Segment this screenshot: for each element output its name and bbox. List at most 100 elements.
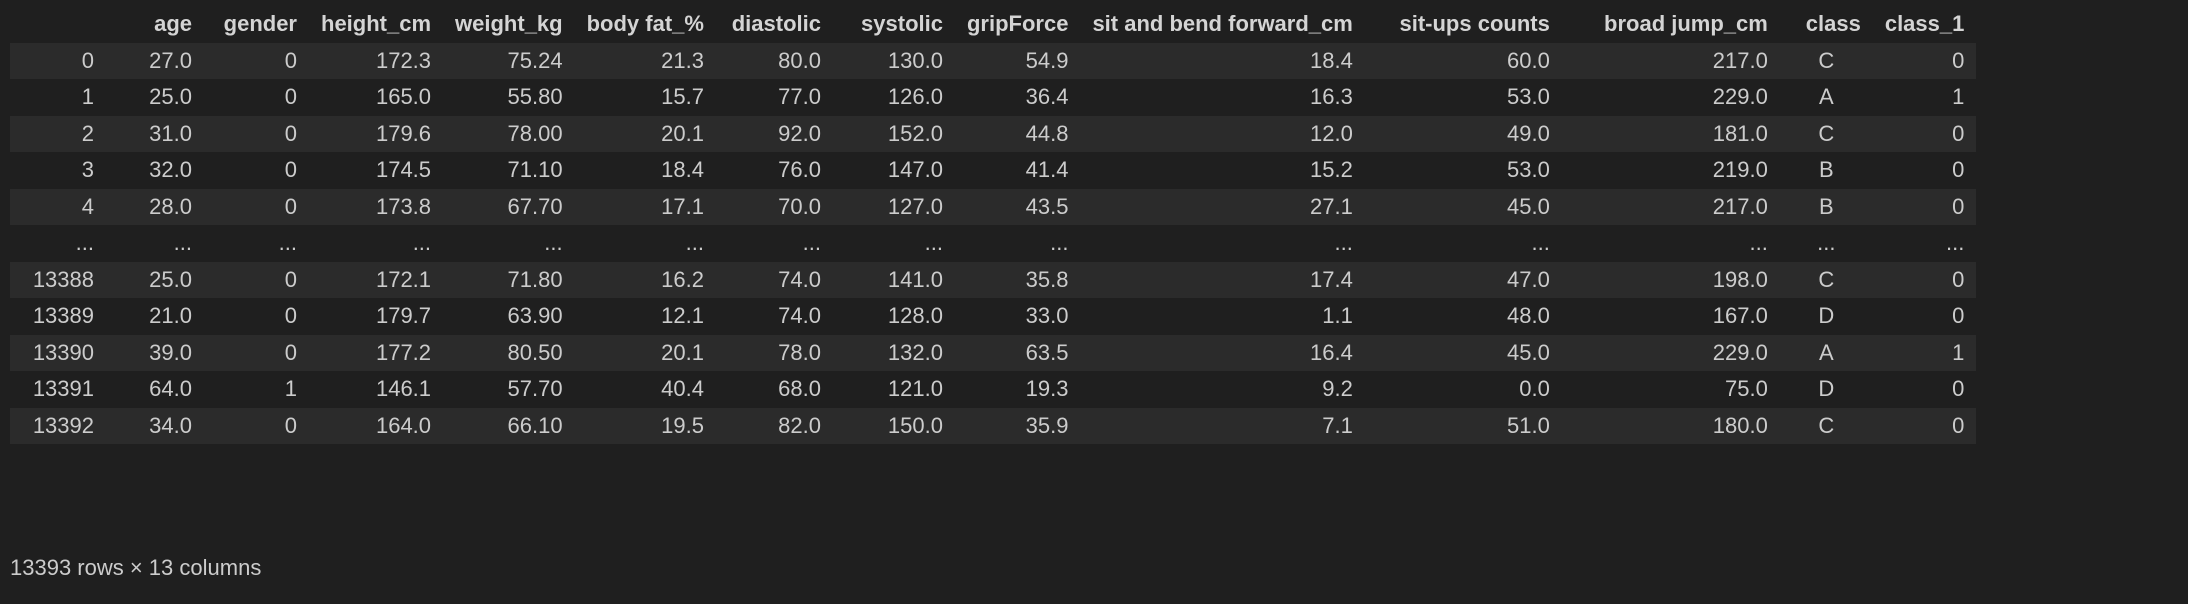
index-header <box>10 6 106 43</box>
table-cell: 147.0 <box>887 157 943 183</box>
table-cell: 60.0 <box>1507 47 1550 73</box>
table-cell: 0 <box>284 193 297 219</box>
table-cell: 66.10 <box>507 412 563 438</box>
column-header: diastolic <box>731 11 821 37</box>
table-cell: 64.0 <box>149 376 192 402</box>
table-cell: 0 <box>1952 193 1965 219</box>
table-cell: 25.0 <box>149 84 192 110</box>
row-index: 13391 <box>32 376 94 402</box>
table-row: 13390 39.0 0 177.2 80.50 20.1 78.0 132.0 63.5 16.… <box>10 334 1977 371</box>
table-cell: 35.9 <box>1025 412 1069 438</box>
table-cell: 44.8 <box>1025 120 1069 146</box>
row-index: 13390 <box>32 339 94 365</box>
table-cell: 0 <box>284 84 297 110</box>
table-cell: 0 <box>1952 303 1965 329</box>
table-cell: 0 <box>1952 412 1965 438</box>
table-cell: ... <box>1946 230 1965 256</box>
table-cell: 49.0 <box>1507 120 1550 146</box>
table-cell: 217.0 <box>1712 47 1768 73</box>
table-cell: 80.0 <box>778 47 821 73</box>
table-cell: 0 <box>1952 120 1965 146</box>
table-cell: 179.6 <box>375 120 432 146</box>
table-cell: ... <box>1817 230 1836 256</box>
table-cell: 21.0 <box>149 303 192 329</box>
table-cell: 45.0 <box>1507 339 1550 365</box>
table-cell: 33.0 <box>1025 303 1069 329</box>
table-cell: ... <box>1531 230 1550 256</box>
table-cell: 70.0 <box>778 193 821 219</box>
column-header: class_1 <box>1884 11 1965 37</box>
table-cell: 53.0 <box>1507 84 1550 110</box>
table-cell: 0.0 <box>1519 376 1550 402</box>
table-cell: ... <box>412 230 432 256</box>
table-cell: 0 <box>1952 376 1965 402</box>
row-index: 0 <box>81 47 94 73</box>
table-cell: 25.0 <box>149 266 192 292</box>
table-cell: 80.50 <box>507 339 563 365</box>
table-cell: C <box>1818 120 1835 146</box>
table-cell: 179.7 <box>375 303 432 329</box>
table-cell: ... <box>1334 230 1353 256</box>
table-cell: 0 <box>284 266 297 292</box>
table-cell: 27.0 <box>149 47 192 73</box>
table-cell: 174.5 <box>375 157 432 183</box>
table-row: 4 28.0 0 173.8 67.70 17.1 70.0 127.0 43.5 27.1 45.… <box>10 188 1977 225</box>
table-cell: 54.9 <box>1025 47 1069 73</box>
table-cell: 7.1 <box>1322 412 1353 438</box>
table-cell: 0 <box>1952 47 1965 73</box>
table-cell: 12.0 <box>1310 120 1353 146</box>
table-cell: 0 <box>284 339 297 365</box>
dataframe-shape-caption: 13393 rows × 13 columns <box>10 555 262 580</box>
table-cell: 1 <box>1952 339 1965 365</box>
column-header: height_cm <box>321 11 432 37</box>
table-cell: 164.0 <box>375 412 432 438</box>
column-header: body fat_% <box>586 11 704 37</box>
table-cell: 0 <box>1952 266 1965 292</box>
table-cell: 0 <box>284 120 297 146</box>
table-cell: 35.8 <box>1025 266 1069 292</box>
table-header: age gender height_cm weight_kg body fat_% dia… <box>10 6 1976 43</box>
table-cell: 16.3 <box>1310 84 1353 110</box>
table-cell: 20.1 <box>661 339 704 365</box>
row-index: 3 <box>81 157 94 183</box>
table-cell: 126.0 <box>887 84 943 110</box>
table-cell: 229.0 <box>1712 84 1768 110</box>
table-cell: ... <box>685 230 704 256</box>
table-cell: 75.0 <box>1725 376 1768 402</box>
table-cell: 74.0 <box>778 266 821 292</box>
table-cell: 146.1 <box>375 376 432 402</box>
table-cell: 181.0 <box>1712 120 1768 146</box>
table-cell: 76.0 <box>778 157 821 183</box>
column-header: class <box>1805 11 1861 37</box>
table-cell: 19.3 <box>1025 376 1069 402</box>
table-cell: ... <box>544 230 563 256</box>
table-cell: 229.0 <box>1712 339 1768 365</box>
table-cell: 198.0 <box>1712 266 1768 292</box>
table-cell: 0 <box>284 47 297 73</box>
table-cell: 141.0 <box>887 266 943 292</box>
table-cell: A <box>1818 84 1834 110</box>
table-row: 13389 21.0 0 179.7 63.90 12.1 74.0 128.0 33.0 1.1… <box>10 298 1977 335</box>
table-row: 13392 34.0 0 164.0 66.10 19.5 82.0 150.0 35.9 7.1… <box>10 407 1977 444</box>
table-cell: C <box>1818 412 1835 438</box>
table-cell: 67.70 <box>507 193 563 219</box>
table-cell: 63.90 <box>507 303 563 329</box>
table-cell: 82.0 <box>778 412 821 438</box>
table-cell: ... <box>173 230 192 256</box>
table-row: 2 31.0 0 179.6 78.00 20.1 92.0 152.0 44.8 12.0 49.… <box>10 115 1977 152</box>
table-row: 3 32.0 0 174.5 71.10 18.4 76.0 147.0 41.4 15.2 53.… <box>10 152 1977 189</box>
row-index: 4 <box>81 193 94 219</box>
table-cell: 28.0 <box>149 193 192 219</box>
table-cell: 0 <box>284 157 297 183</box>
table-cell: 47.0 <box>1507 266 1550 292</box>
table-cell: 172.1 <box>375 266 432 292</box>
table-cell: 34.0 <box>149 412 192 438</box>
column-header: broad jump_cm <box>1604 11 1768 37</box>
table-cell: 17.4 <box>1310 266 1353 292</box>
row-index: 1 <box>81 84 94 110</box>
column-header: sit and bend forward_cm <box>1092 11 1353 37</box>
column-header: weight_kg <box>455 11 563 37</box>
table-cell: 20.1 <box>661 120 704 146</box>
table-cell: 78.0 <box>778 339 821 365</box>
table-cell: D <box>1818 303 1835 329</box>
